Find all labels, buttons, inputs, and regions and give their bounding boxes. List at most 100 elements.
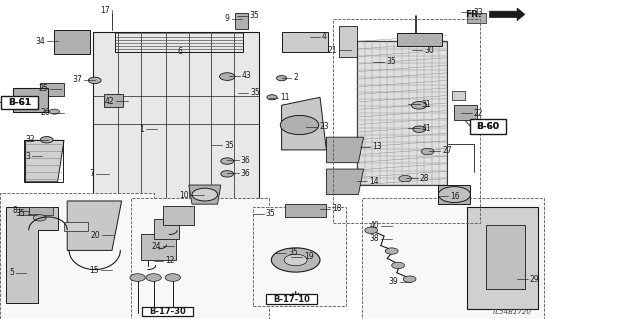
Polygon shape [141,234,176,260]
Text: 21: 21 [328,46,337,55]
Text: 35: 35 [266,209,275,218]
Bar [235,13,248,29]
Circle shape [392,262,404,269]
Text: 40: 40 [369,221,379,230]
Bar [29,207,53,215]
Text: B-60: B-60 [476,122,499,131]
Text: 11: 11 [280,93,290,102]
Text: 27: 27 [442,146,452,155]
Bar [282,32,328,52]
Polygon shape [67,201,122,250]
Polygon shape [54,30,90,54]
Polygon shape [163,206,194,225]
Text: 35: 35 [224,141,234,150]
Text: 29: 29 [530,275,540,284]
Bar [266,294,317,304]
Polygon shape [490,8,525,21]
Bar [454,105,477,120]
Polygon shape [282,97,326,150]
Text: 14: 14 [369,177,379,186]
Text: 35: 35 [250,11,259,20]
Bar [13,88,48,112]
Circle shape [412,101,427,109]
Polygon shape [438,185,470,204]
Bar [64,222,88,231]
Text: 4: 4 [322,32,327,41]
Text: 26: 26 [41,108,51,117]
Circle shape [165,274,180,281]
Text: 37: 37 [72,75,82,84]
Bar [115,32,243,52]
Bar [19,207,29,215]
Bar [357,41,447,185]
Polygon shape [189,185,221,204]
Text: 2: 2 [293,73,298,82]
Text: 34: 34 [35,37,45,46]
Text: 39: 39 [388,277,398,286]
Bar [24,140,63,182]
Text: 23: 23 [319,122,329,131]
Text: 3: 3 [25,152,30,161]
Text: 38: 38 [369,234,379,243]
Bar [467,207,538,309]
Polygon shape [154,219,179,239]
Text: 36: 36 [241,156,250,165]
Bar [470,119,506,134]
Text: 20: 20 [91,231,100,240]
Text: 25: 25 [38,84,48,93]
Text: 8: 8 [13,206,17,215]
Circle shape [403,276,416,282]
Text: B-17-30: B-17-30 [149,307,186,316]
Circle shape [438,187,470,203]
Text: 9: 9 [225,14,230,23]
Polygon shape [326,169,364,195]
Text: 16: 16 [450,192,460,201]
Text: 5: 5 [9,268,14,277]
Bar [131,198,269,319]
Text: 41: 41 [422,124,431,133]
Text: 1: 1 [140,125,144,134]
Circle shape [385,248,398,254]
Text: B-60: B-60 [476,122,499,131]
Polygon shape [467,13,486,23]
Bar [142,307,193,316]
Circle shape [88,77,101,84]
Text: 15: 15 [90,266,99,275]
Text: 31: 31 [422,100,431,109]
Text: 6: 6 [177,47,182,56]
Circle shape [221,171,234,177]
Text: 35: 35 [16,209,26,218]
Bar [253,207,346,306]
Circle shape [220,73,235,80]
Text: 7: 7 [89,169,94,178]
Circle shape [221,158,234,164]
Polygon shape [40,83,64,96]
Circle shape [284,254,307,266]
Text: 35: 35 [288,249,298,257]
Text: 13: 13 [372,142,381,151]
Polygon shape [6,207,58,303]
Bar [339,26,357,57]
Text: FR.: FR. [465,10,482,19]
Bar [486,225,525,289]
Circle shape [146,274,161,281]
Text: B-17-10: B-17-10 [273,295,310,304]
Text: 32: 32 [26,135,35,144]
Text: 43: 43 [242,71,252,80]
Circle shape [271,248,320,272]
Circle shape [399,175,412,182]
Bar [93,32,259,222]
Circle shape [40,137,53,143]
Text: 35: 35 [250,88,260,97]
Text: 35: 35 [386,57,396,66]
Text: 18: 18 [332,204,342,213]
Text: B-61: B-61 [8,98,31,107]
Bar [0,193,154,319]
Text: 33: 33 [474,8,483,17]
Text: B-61: B-61 [8,98,31,107]
Circle shape [33,215,46,221]
Circle shape [49,109,60,114]
Polygon shape [26,140,64,182]
Text: 12: 12 [165,256,175,265]
Circle shape [276,76,287,81]
